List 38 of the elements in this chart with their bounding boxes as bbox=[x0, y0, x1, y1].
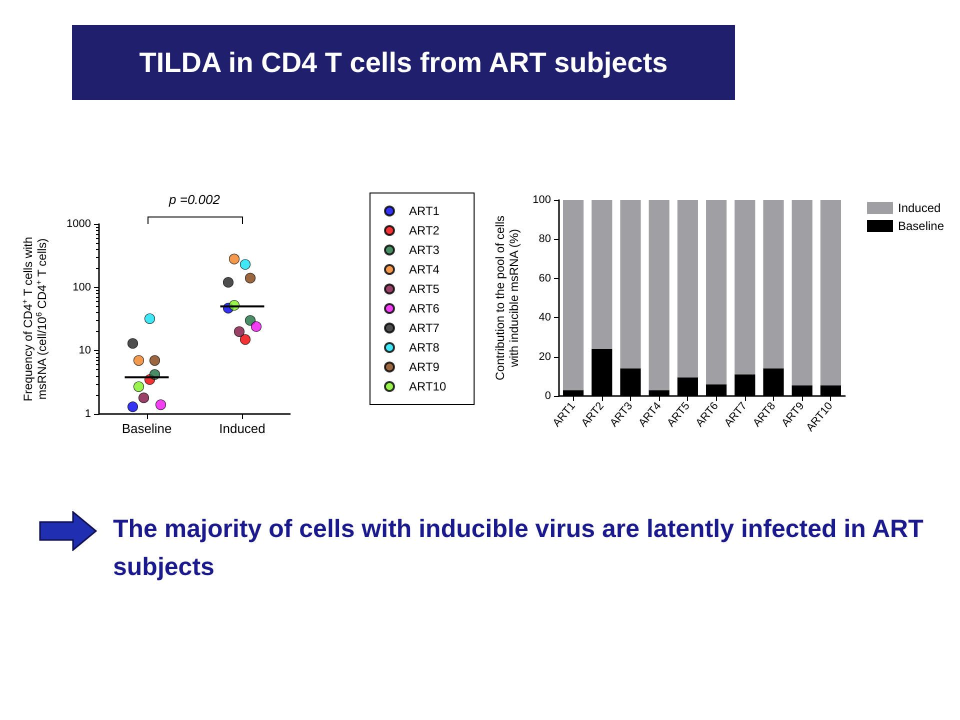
y-tick-label: 80 bbox=[538, 233, 551, 246]
bar bbox=[706, 200, 727, 384]
legend-label: ART7 bbox=[409, 321, 440, 335]
legend-label: ART3 bbox=[409, 243, 440, 257]
text: The majority of cells with inducible virus are latently infected in ART subjects bbox=[113, 514, 924, 583]
legend-label: ART10 bbox=[409, 380, 446, 394]
bar bbox=[563, 200, 584, 390]
legend-label: Baseline bbox=[898, 219, 944, 233]
y-tick-label: 100 bbox=[72, 281, 91, 294]
y-tick-label: 10 bbox=[78, 344, 91, 357]
y-tick-label: 1000 bbox=[66, 218, 91, 230]
bar bbox=[792, 200, 812, 386]
bar bbox=[592, 200, 612, 349]
bar bbox=[677, 200, 698, 378]
legend-label: ART6 bbox=[409, 302, 440, 316]
y-tick-label: 0 bbox=[544, 390, 551, 402]
bar bbox=[648, 200, 670, 390]
bar bbox=[734, 200, 756, 374]
legend-label: ART2 bbox=[409, 224, 440, 238]
y-tick-label: 100 bbox=[532, 194, 551, 206]
y-tick-label: 1 bbox=[84, 408, 91, 420]
y-axis-title: Contribution to the pool of cells with inducible msRNA (%) bbox=[493, 216, 521, 380]
x-tick-label: Induced bbox=[219, 421, 266, 436]
y-tick-label: 40 bbox=[538, 312, 551, 324]
legend-label: ART5 bbox=[409, 282, 440, 296]
bar bbox=[620, 200, 641, 369]
legend-label: ART4 bbox=[409, 262, 440, 276]
x-tick-label: Baseline bbox=[122, 421, 172, 436]
text: TILDA in CD4 T cells from ART subjects bbox=[72, 25, 735, 100]
y-tick-label: 20 bbox=[538, 350, 551, 363]
legend-label: ART8 bbox=[409, 340, 440, 354]
legend-label: ART9 bbox=[409, 360, 440, 374]
legend-label: ART1 bbox=[409, 204, 440, 218]
text: p =0.002 bbox=[169, 192, 220, 207]
bar bbox=[763, 200, 784, 369]
bar bbox=[820, 200, 841, 386]
legend-label: Induced bbox=[898, 201, 941, 215]
y-tick-label: 60 bbox=[538, 272, 551, 284]
